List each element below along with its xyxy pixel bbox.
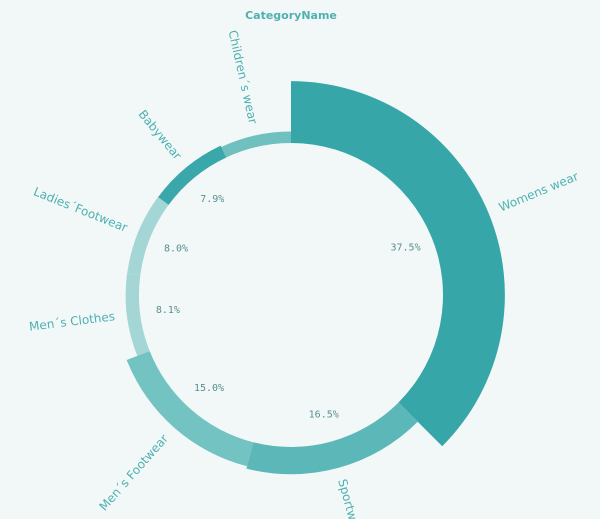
value-label: 8.0%: [164, 244, 188, 255]
slice: [221, 131, 291, 158]
slice: [127, 197, 169, 276]
value-label: 37.5%: [391, 243, 421, 254]
chart-title: CategoryName: [245, 9, 337, 22]
slice: [125, 273, 150, 356]
value-label: 7.9%: [200, 194, 224, 205]
value-label: 15.0%: [194, 383, 224, 394]
slice: [291, 81, 505, 447]
value-label: 8.1%: [156, 305, 180, 316]
slice: [126, 350, 254, 467]
slice: [158, 145, 227, 205]
slice: [246, 402, 418, 475]
value-label: 16.5%: [309, 410, 339, 421]
